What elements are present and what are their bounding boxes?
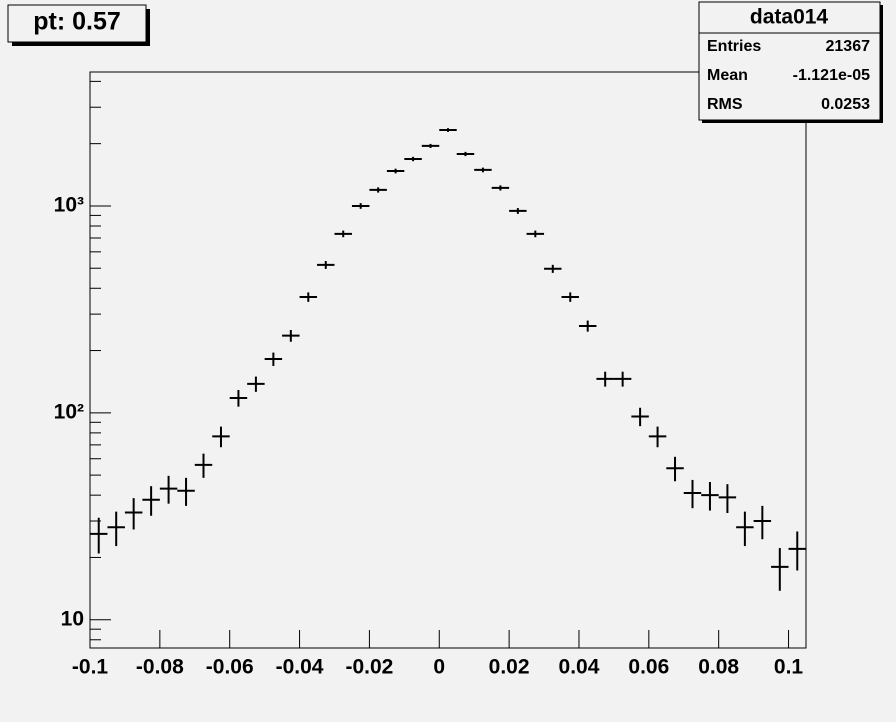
x-tick-label: -0.02 [345, 656, 393, 679]
y-tick-label: 10² [54, 400, 84, 423]
stats-value: 0.0253 [821, 96, 870, 113]
stats-title: data014 [750, 6, 829, 29]
x-tick-label: 0.02 [489, 656, 530, 679]
stats-label: Entries [707, 38, 761, 55]
stats-box [698, 1, 881, 121]
x-tick-label: 0.06 [628, 656, 669, 679]
chart-title: pt: 0.57 [33, 8, 121, 36]
stats-value: -1.121e-05 [793, 67, 870, 84]
x-tick-label: -0.1 [72, 656, 109, 679]
stats-label: Mean [707, 67, 748, 84]
x-tick-label: 0.1 [774, 656, 804, 679]
frame [89, 71, 807, 649]
stats-value: 21367 [826, 38, 871, 55]
title-box [7, 4, 147, 43]
stats-label: RMS [707, 96, 743, 113]
x-tick-label: 0 [433, 656, 445, 679]
x-tick-label: 0.08 [698, 656, 739, 679]
x-tick-label: 0.04 [559, 656, 600, 679]
x-tick-label: -0.06 [206, 656, 254, 679]
y-tick-label: 10 [61, 607, 84, 630]
x-tick-label: -0.08 [136, 656, 184, 679]
y-tick-label: 10³ [54, 193, 84, 216]
x-tick-label: -0.04 [276, 656, 324, 679]
